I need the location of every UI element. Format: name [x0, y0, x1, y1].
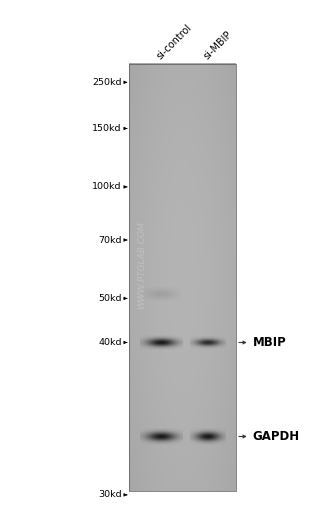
Text: MBIP: MBIP [253, 336, 286, 349]
Bar [129, 64, 236, 491]
Text: si-MBIP: si-MBIP [202, 29, 234, 61]
Text: 100kd: 100kd [92, 183, 122, 191]
Text: 70kd: 70kd [98, 236, 122, 244]
Text: WWW.PTGLAB.COM: WWW.PTGLAB.COM [138, 221, 146, 310]
Text: GAPDH: GAPDH [253, 430, 300, 443]
Text: 250kd: 250kd [92, 78, 122, 87]
Text: 30kd: 30kd [98, 491, 122, 499]
Text: 150kd: 150kd [92, 124, 122, 133]
Text: 40kd: 40kd [98, 338, 122, 347]
Text: si-control: si-control [155, 22, 194, 61]
Text: 50kd: 50kd [98, 294, 122, 303]
